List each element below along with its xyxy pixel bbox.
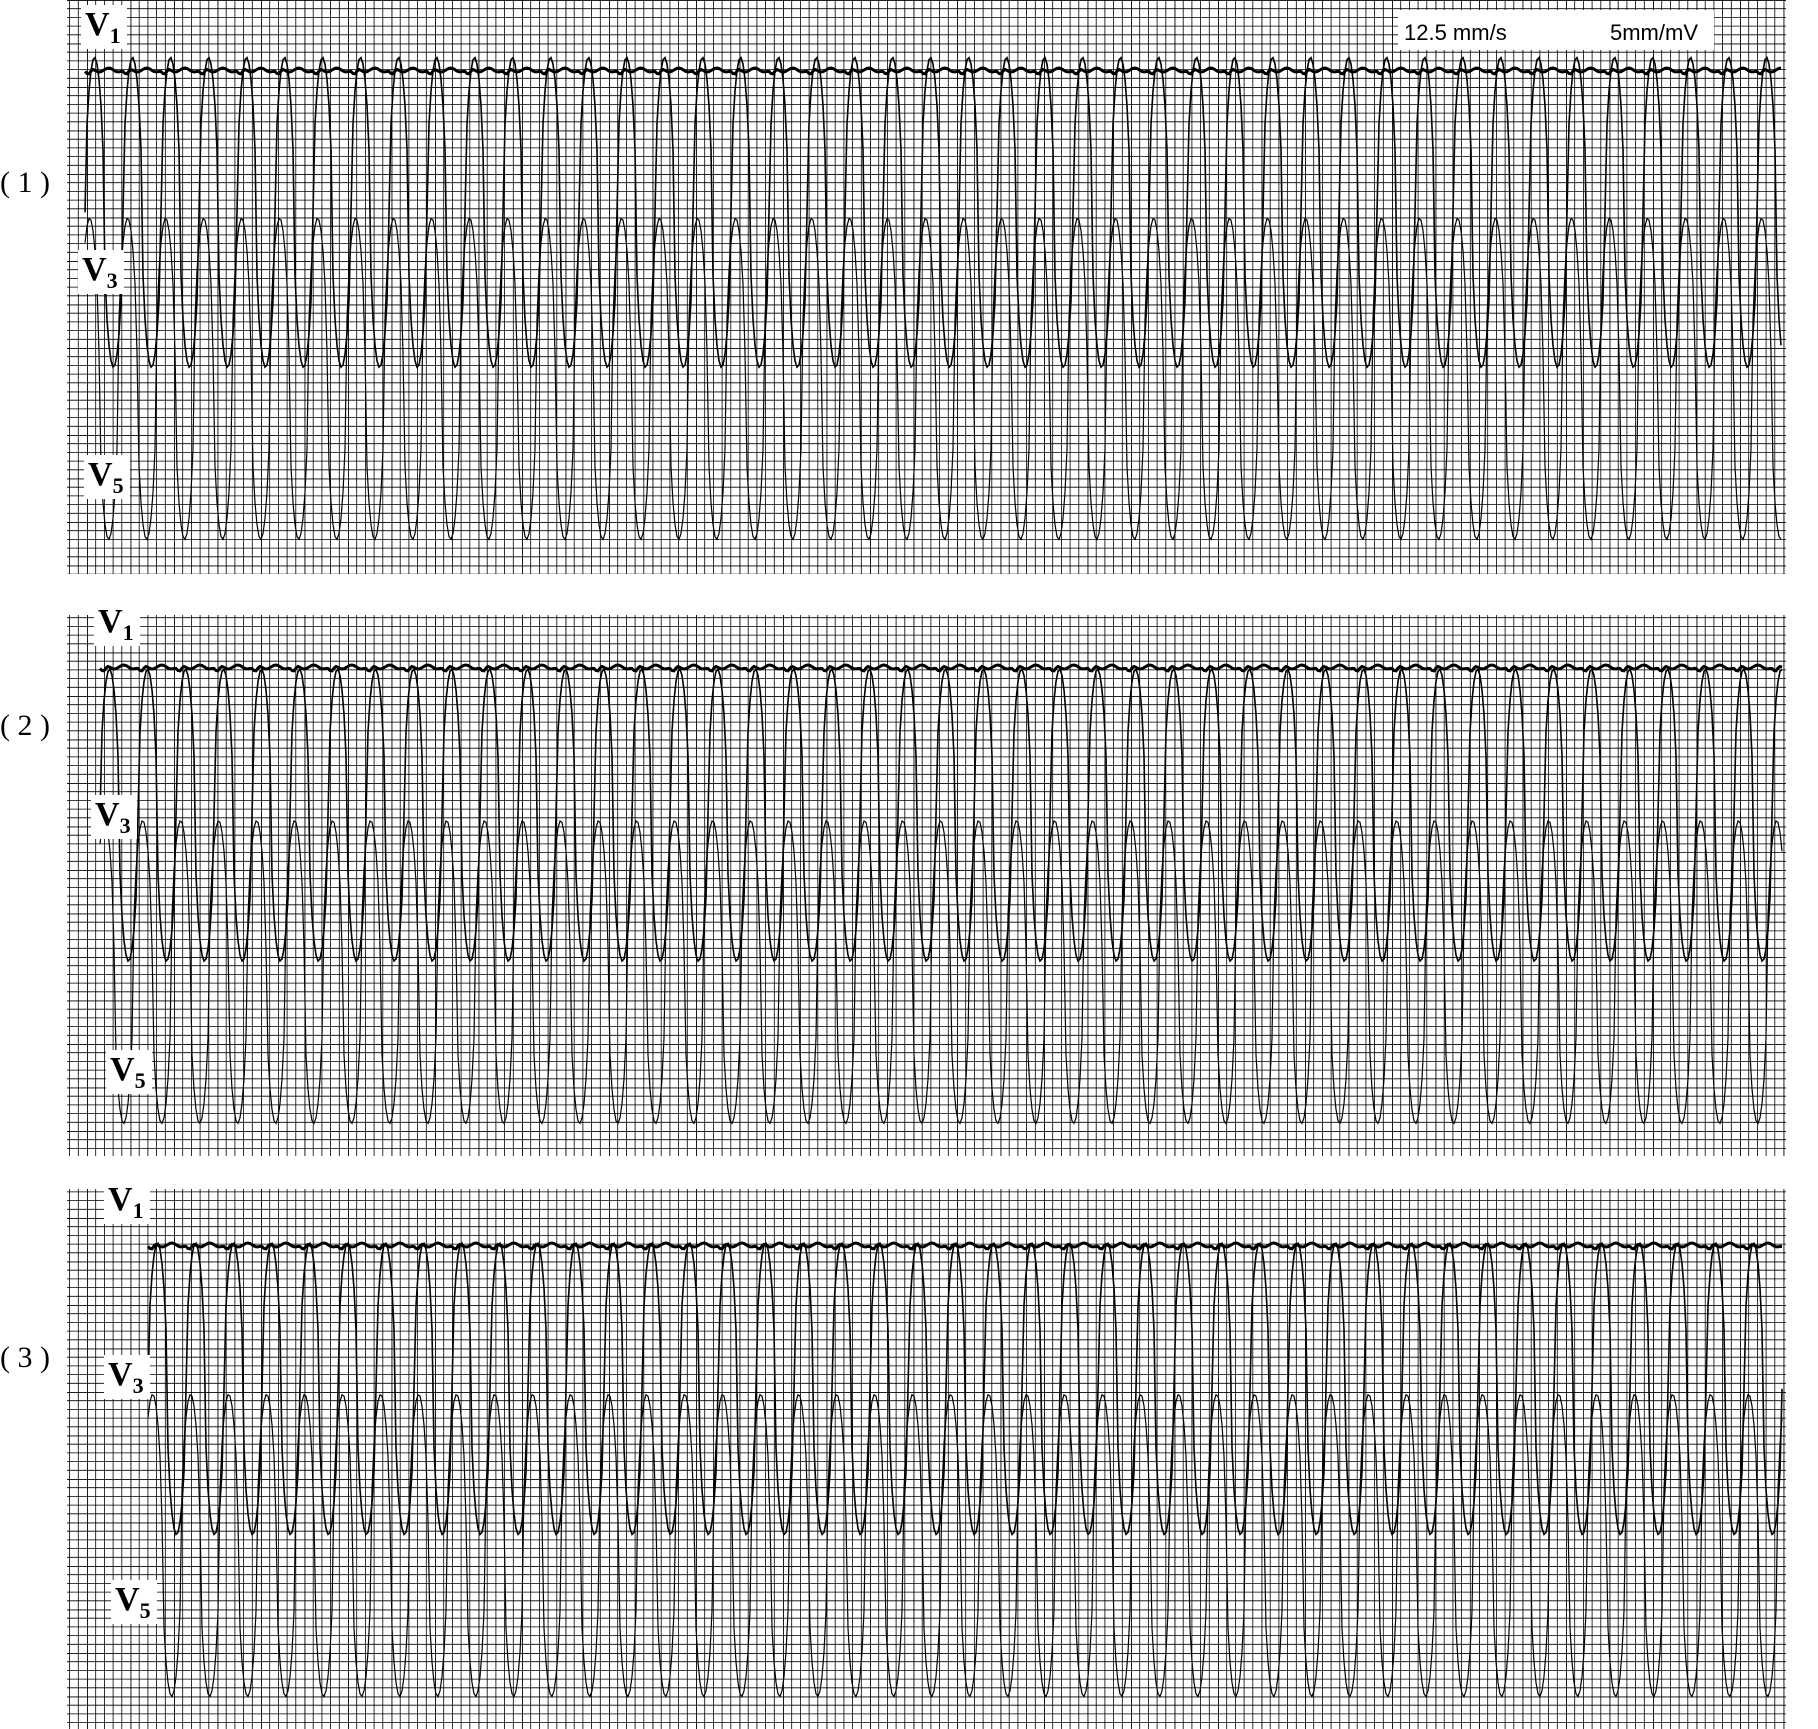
- lead-label: V3: [108, 1356, 144, 1398]
- lead-sub: 5: [113, 473, 124, 498]
- lead-name: V: [85, 6, 110, 43]
- lead-label-bg: [84, 455, 130, 499]
- lead-sub: 3: [120, 813, 131, 838]
- trace-v3: [84, 56, 1782, 369]
- trace-v1: [146, 1241, 1783, 1251]
- lead-label-bg: [104, 1180, 150, 1224]
- lead-sub: 5: [135, 1068, 146, 1093]
- header-box: 12.5 mm/s 5mm/mV: [1398, 10, 1714, 50]
- lead-label: V5: [110, 1051, 146, 1093]
- strip-label: ( 1 ): [0, 166, 50, 199]
- lead-sub: 1: [110, 23, 121, 48]
- grid-paper: [67, 615, 1786, 1156]
- lead-label-bg: [94, 602, 140, 646]
- trace-v5: [99, 820, 1783, 1125]
- trace-v1: [98, 663, 1783, 673]
- lead-sub: 5: [140, 1598, 151, 1623]
- speed: 12.5 mm/s: [1404, 20, 1507, 45]
- lead-sub: 3: [107, 268, 118, 293]
- lead-label: V5: [115, 1581, 151, 1623]
- lead-label: V3: [82, 251, 118, 293]
- lead-name: V: [95, 796, 120, 833]
- lead-label-bg: [106, 1050, 152, 1094]
- lead-label: V5: [88, 456, 124, 498]
- strip-label: ( 3 ): [0, 1341, 50, 1374]
- grid-paper: [67, 0, 1786, 574]
- lead-label-bg: [111, 1580, 157, 1624]
- header-bg: [1398, 10, 1714, 50]
- lead-name: V: [115, 1581, 140, 1618]
- lead-label-bg: [81, 5, 127, 49]
- lead-label: V1: [85, 6, 121, 48]
- lead-name: V: [88, 456, 113, 493]
- lead-label: V1: [98, 603, 134, 645]
- lead-name: V: [110, 1051, 135, 1088]
- trace-v5: [147, 1393, 1783, 1698]
- trace-v5: [84, 217, 1782, 541]
- lead-sub: 1: [123, 620, 134, 645]
- lead-label-bg: [104, 1355, 150, 1399]
- gain: 5mm/mV: [1610, 20, 1698, 45]
- lead-label: V1: [108, 1181, 144, 1223]
- lead-label-bg: [91, 795, 137, 839]
- lead-name: V: [82, 251, 107, 288]
- trace-v3: [147, 1241, 1783, 1536]
- lead-label: V3: [95, 796, 131, 838]
- lead-name: V: [108, 1356, 133, 1393]
- lead-name: V: [98, 603, 123, 640]
- strip-label: ( 2 ): [0, 709, 50, 742]
- lead-sub: 1: [133, 1198, 144, 1223]
- lead-name: V: [108, 1181, 133, 1218]
- lead-label-bg: [78, 250, 124, 294]
- trace-v1: [83, 66, 1782, 76]
- lead-sub: 3: [133, 1373, 144, 1398]
